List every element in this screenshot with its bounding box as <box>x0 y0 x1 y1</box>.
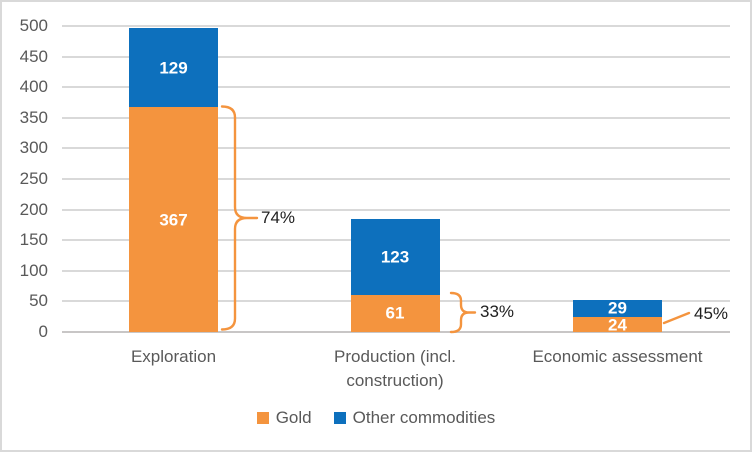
bar-segment-gold <box>573 317 662 332</box>
legend-label: Gold <box>275 408 312 427</box>
y-axis-tick-label: 400 <box>19 77 48 97</box>
gridline <box>62 178 730 180</box>
category-label: Exploration <box>130 347 217 366</box>
bar-segment-other-commodities <box>350 219 440 295</box>
y-axis-tick-label: 350 <box>19 107 48 127</box>
bar-value-label: 367 <box>159 210 188 230</box>
leader-line <box>662 311 691 325</box>
legend-item: Gold <box>256 408 312 427</box>
y-axis-tick-label: 500 <box>19 16 48 35</box>
legend-item: Other commodities <box>333 408 496 427</box>
gridline <box>62 147 730 150</box>
y-axis-tick-label: 250 <box>19 169 48 188</box>
y-axis-tick-label: 50 <box>29 291 48 311</box>
legend-swatch <box>256 412 269 424</box>
gridline <box>62 55 730 58</box>
y-axis-tick-label: 100 <box>19 260 48 280</box>
bar-segment-other-commodities <box>129 28 218 108</box>
y-axis-tick-label: 0 <box>38 322 48 341</box>
legend: Gold Other commodities <box>2 409 750 427</box>
percent-annotation-label: 45% <box>694 303 729 323</box>
y-axis-tick-label: 300 <box>19 138 48 158</box>
y-axis-tick-label: 200 <box>19 199 48 219</box>
gridline <box>62 25 730 27</box>
percent-annotation-label: 74% <box>261 207 296 227</box>
brace-annotation <box>220 105 259 331</box>
y-axis-tick-label: 450 <box>19 46 48 66</box>
bar-value-label: 129 <box>159 58 188 78</box>
x-axis-line <box>62 331 730 333</box>
category-label: Production (incl. construction) <box>334 347 456 390</box>
category-label: Economic assessment <box>532 347 703 366</box>
legend-swatch <box>333 412 346 424</box>
brace-annotation <box>449 291 477 334</box>
bar-segment-other-commodities <box>573 299 662 318</box>
legend-label: Other commodities <box>352 408 496 427</box>
bar-value-label: 24 <box>608 315 627 335</box>
bar-segment-gold <box>350 294 440 332</box>
bar-value-label: 29 <box>608 298 627 318</box>
bar-value-label: 123 <box>380 247 410 267</box>
bar-segment-gold <box>129 107 218 332</box>
percent-annotation-label: 33% <box>480 302 515 321</box>
bar-value-label: 61 <box>385 303 405 323</box>
gridline <box>62 116 730 119</box>
y-axis-tick-label: 150 <box>19 230 48 250</box>
gridline <box>62 208 730 211</box>
gridline <box>62 86 730 89</box>
